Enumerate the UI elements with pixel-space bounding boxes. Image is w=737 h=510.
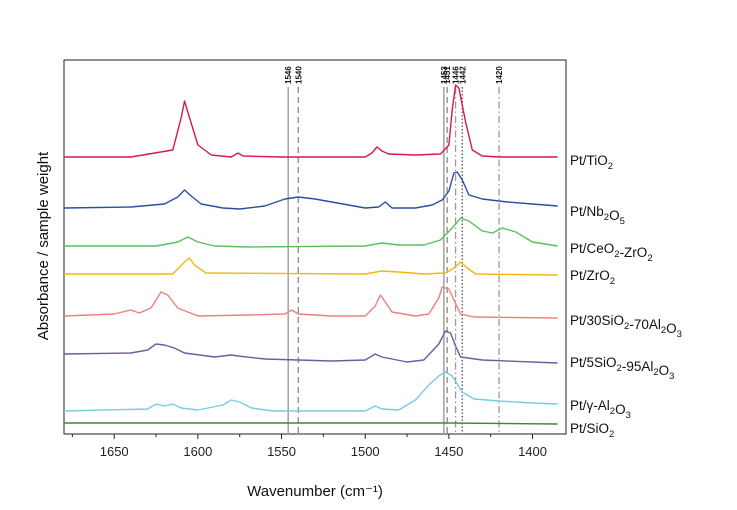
- series-label: Pt/30SiO2-70Al2O3: [570, 313, 682, 340]
- x-axis-ticks: 1650 1600 1550 1500 1450 1400: [71, 434, 547, 459]
- series-line: [63, 171, 558, 210]
- series-label: Pt/SiO2: [570, 421, 614, 440]
- reference-line-label: 1451: [443, 66, 452, 84]
- plot-frame: [63, 59, 567, 435]
- series-line: [63, 330, 558, 364]
- series-line: [64, 217, 558, 248]
- series-line: [64, 84, 558, 158]
- reference-line-label: 1420: [495, 66, 504, 84]
- reference-line-label: 1446: [452, 66, 461, 84]
- x-tick-label: 1550: [267, 444, 296, 459]
- series-label: Pt/TiO2: [570, 153, 613, 172]
- series-layer: Pt/TiO2 Pt/Nb2O5 Pt/CeO2-ZrO2 Pt/ZrO2 Pt/30S…: [63, 84, 682, 440]
- reference-line-label: 1442: [458, 66, 467, 84]
- x-tick-label: 1650: [100, 444, 129, 459]
- x-tick-label: 1600: [183, 444, 212, 459]
- x-axis-title: Wavenumber (cm⁻¹): [247, 483, 383, 500]
- series-label: Pt/5SiO2-95Al2O3: [570, 355, 674, 382]
- reference-line-label: 1546: [284, 66, 293, 84]
- reference-line-label: 1540: [294, 66, 303, 84]
- series-label: Pt/Nb2O5: [570, 204, 625, 227]
- x-tick-label: 1450: [434, 444, 463, 459]
- series-line: [64, 257, 558, 276]
- x-tick-label: 1400: [518, 444, 547, 459]
- y-axis-title: Absorbance / sample weight: [35, 151, 52, 340]
- series-line: [63, 371, 558, 412]
- series-line: [63, 286, 558, 319]
- x-tick-label: 1500: [351, 444, 380, 459]
- series-label: Pt/ZrO2: [570, 268, 615, 287]
- series-label: Pt/CeO2-ZrO2: [570, 241, 653, 264]
- series-label: Pt/γ-Al2O3: [570, 398, 631, 421]
- reference-line-label: 1453: [440, 66, 449, 84]
- series-line: [64, 422, 558, 425]
